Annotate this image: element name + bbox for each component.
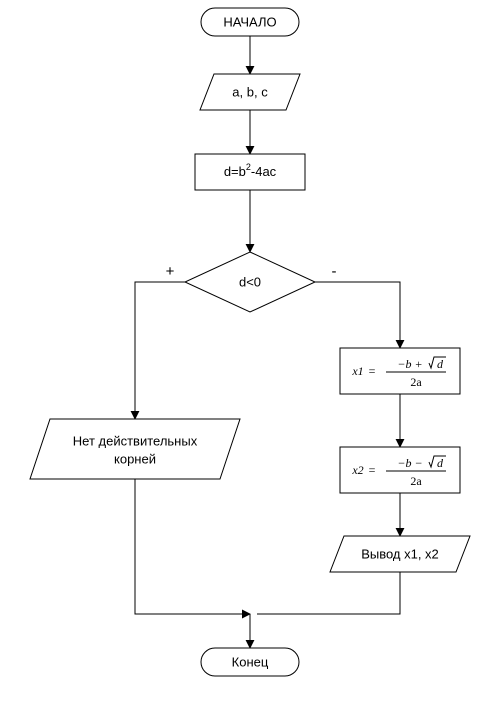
svg-text:корней: корней <box>114 451 156 466</box>
svg-text:−b +: −b + <box>397 357 422 371</box>
svg-text:x2: x2 <box>351 463 363 477</box>
svg-text:=: = <box>369 463 376 477</box>
svg-text:=: = <box>369 364 376 378</box>
node-calc-d: d=b2-4ac <box>195 154 305 190</box>
svg-text:d: d <box>437 357 444 371</box>
edge-4 <box>315 282 400 348</box>
svg-text:d=b2-4ac: d=b2-4ac <box>224 162 277 179</box>
node-x2: x2 = −b − d 2a <box>340 447 460 493</box>
svg-text:Нет действительных: Нет действительных <box>73 433 198 448</box>
node-end: Конец <box>201 648 299 676</box>
node-start: НАЧАЛО <box>201 8 299 36</box>
svg-text:x1: x1 <box>351 364 363 378</box>
branch-label-minus: - <box>332 263 337 280</box>
node-x1: x1 = −b + d 2a <box>340 348 460 394</box>
node-no-roots: Нет действительных корней <box>30 419 240 479</box>
svg-text:a, b, c: a, b, c <box>232 84 268 99</box>
node-input: a, b, c <box>200 74 300 110</box>
node-decision: d<0 <box>185 252 315 312</box>
edge-7 <box>135 479 250 614</box>
svg-text:−b −: −b − <box>397 456 422 470</box>
edge-3 <box>135 282 185 419</box>
branch-label-plus: + <box>166 263 175 280</box>
svg-text:2a: 2a <box>410 474 422 488</box>
svg-text:2a: 2a <box>410 375 422 389</box>
node-output: Вывод x1, x2 <box>330 536 470 572</box>
svg-text:Вывод x1, x2: Вывод x1, x2 <box>361 546 439 561</box>
svg-text:Конец: Конец <box>232 654 269 669</box>
svg-text:d: d <box>437 456 444 470</box>
svg-text:d<0: d<0 <box>239 274 261 289</box>
edge-8 <box>257 572 400 614</box>
svg-text:НАЧАЛО: НАЧАЛО <box>223 14 276 29</box>
